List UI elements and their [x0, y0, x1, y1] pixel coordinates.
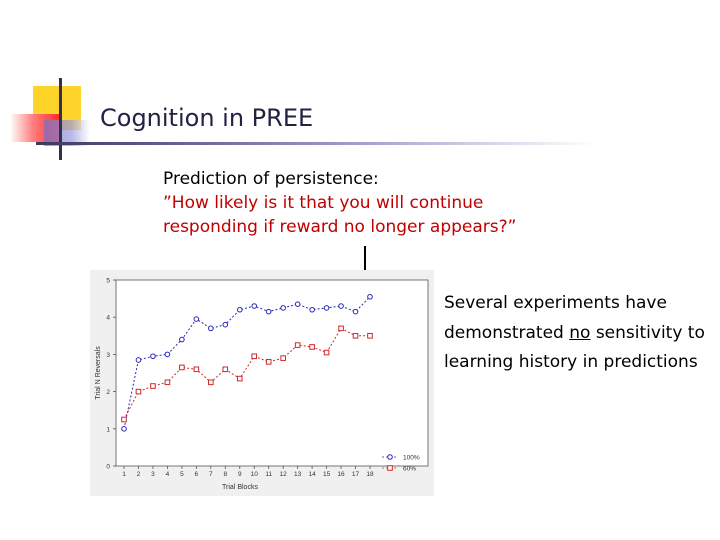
point-60pct — [323, 349, 330, 356]
point-60pct — [338, 325, 344, 332]
y-tick-label: 1 — [106, 426, 110, 433]
point-100pct — [338, 303, 344, 309]
x-tick-label: 11 — [265, 471, 272, 478]
decor-vertical-line — [59, 78, 62, 160]
right-text: Several experiments have demonstrated no… — [444, 289, 714, 378]
x-tick-label: 17 — [352, 471, 360, 478]
point-60pct — [352, 333, 359, 339]
point-60pct — [280, 355, 286, 361]
legend-label: 60% — [403, 466, 416, 473]
point-60pct — [309, 344, 315, 350]
decor-horizontal-rule — [36, 142, 596, 145]
y-tick-label: 3 — [106, 352, 110, 359]
point-100pct — [208, 325, 214, 332]
chart-container: 0 1 2 3 4 5 1 2 3 4 5 6 7 8 9 10 11 12 13 14 15 16 17 18 Trial B… — [90, 270, 434, 496]
x-tick-label: 7 — [209, 471, 213, 478]
legend-label: 100% — [403, 455, 420, 462]
right-text-underlined: no — [569, 322, 591, 343]
x-tick-label: 9 — [238, 471, 242, 478]
point-100pct — [135, 357, 142, 363]
point-60pct — [164, 379, 171, 386]
x-tick-label: 18 — [366, 471, 374, 478]
pointer-arrow-line — [364, 246, 366, 280]
right-text-post: sensitivity to learning history in predi… — [444, 322, 705, 373]
subtitle-quote-line-1: ”How likely is it that you will continue — [163, 193, 484, 213]
point-60pct — [193, 366, 200, 373]
point-100pct — [294, 301, 301, 307]
legend-marker — [387, 454, 393, 460]
point-60pct — [236, 375, 243, 382]
x-tick-label: 6 — [195, 471, 199, 478]
x-tick-label: 4 — [166, 471, 170, 478]
y-tick-label: 0 — [106, 464, 110, 471]
point-100pct — [193, 316, 200, 322]
point-100pct — [352, 308, 359, 315]
x-tick-label: 5 — [180, 471, 184, 478]
point-100pct — [179, 336, 185, 343]
plot-area — [115, 279, 429, 467]
point-60pct — [367, 333, 373, 339]
point-60pct — [121, 416, 127, 423]
x-tick-label: 8 — [223, 471, 227, 478]
point-100pct — [236, 306, 243, 313]
point-100pct — [121, 426, 127, 432]
point-60pct — [294, 342, 301, 348]
point-60pct — [135, 388, 142, 395]
point-60pct — [265, 359, 272, 365]
x-tick-label: 16 — [337, 471, 345, 478]
legend-marker — [387, 465, 393, 471]
right-text-pre: Several experiments have demonstrated — [444, 293, 667, 343]
point-100pct — [265, 308, 272, 315]
subtitle-quote-line-2: responding if reward no longer appears?” — [163, 217, 517, 237]
x-tick-label: 3 — [151, 471, 155, 478]
point-100pct — [222, 321, 229, 328]
x-tick-label: 15 — [323, 471, 331, 478]
decor-blue-bar — [44, 120, 90, 146]
point-60pct — [150, 383, 156, 389]
point-100pct — [323, 305, 330, 311]
point-100pct — [150, 353, 156, 360]
point-100pct — [251, 303, 258, 309]
y-axis-label: Trial N Reversals — [95, 346, 102, 400]
point-100pct — [280, 305, 286, 311]
x-tick-label: 2 — [137, 471, 141, 478]
point-60pct — [208, 379, 214, 386]
point-60pct — [179, 364, 185, 371]
slide-title: Cognition in PREE — [100, 104, 314, 132]
x-tick-label: 12 — [280, 471, 288, 478]
x-tick-label: 10 — [251, 471, 259, 478]
x-tick-label: 14 — [309, 471, 317, 478]
x-axis-label: Trial Blocks — [222, 484, 258, 491]
point-100pct — [309, 306, 315, 313]
point-100pct — [367, 293, 373, 300]
y-tick-label: 4 — [106, 315, 110, 322]
y-tick-label: 2 — [106, 389, 110, 396]
y-tick-label: 5 — [106, 278, 110, 285]
point-60pct — [222, 366, 229, 373]
point-60pct — [251, 353, 258, 360]
subtitle-line-1: Prediction of persistence: — [163, 169, 379, 189]
x-tick-label: 1 — [122, 471, 126, 478]
point-100pct — [164, 351, 171, 358]
series-line-60pct — [123, 327, 370, 420]
x-tick-label: 13 — [294, 471, 302, 478]
subtitle-block: Prediction of persistence: ”How likely i… — [163, 167, 516, 239]
